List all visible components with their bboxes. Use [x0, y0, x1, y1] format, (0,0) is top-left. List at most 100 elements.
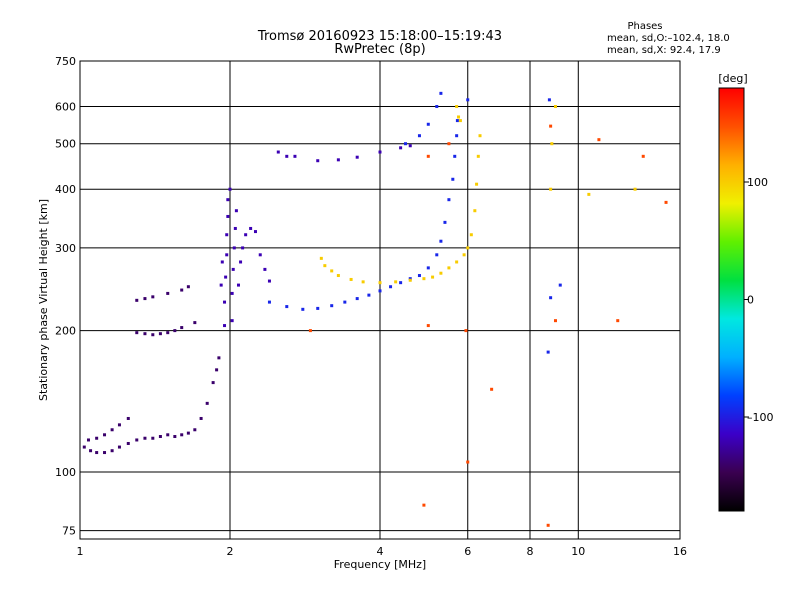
- data-point: [180, 326, 184, 330]
- x-tick-label: 4: [377, 545, 384, 558]
- data-point: [349, 277, 353, 281]
- colorbar-ticks: 100 0 –100: [744, 176, 774, 424]
- colorbar: [deg] 100 0 –100: [718, 72, 774, 512]
- data-point: [426, 154, 430, 158]
- data-point: [143, 297, 147, 301]
- data-point: [378, 289, 382, 293]
- data-point: [389, 285, 393, 289]
- data-point: [193, 321, 197, 325]
- data-point: [117, 445, 121, 449]
- data-point: [426, 266, 430, 270]
- y-axis-label: Stationary phase Virtual Height [km]: [37, 199, 50, 401]
- data-point: [478, 134, 482, 138]
- data-point: [135, 331, 139, 335]
- data-point: [293, 154, 297, 158]
- data-point: [550, 142, 554, 146]
- data-point: [457, 115, 461, 119]
- data-point: [451, 177, 455, 181]
- data-point: [439, 271, 443, 275]
- data-point: [249, 226, 253, 230]
- data-point: [258, 253, 262, 257]
- data-point: [330, 269, 334, 273]
- data-point: [664, 200, 668, 204]
- colorbar-tick-label: –100: [747, 411, 774, 424]
- data-point: [443, 220, 447, 224]
- data-point: [422, 277, 426, 281]
- data-point: [549, 124, 553, 128]
- data-point: [186, 285, 190, 289]
- data-point: [103, 433, 107, 437]
- chart-subtitle: RwPretec (8p): [334, 42, 425, 57]
- data-point: [330, 304, 334, 308]
- data-point: [226, 198, 230, 202]
- data-point: [447, 198, 451, 202]
- x-tick-label: 8: [527, 545, 534, 558]
- data-point: [253, 230, 257, 234]
- data-point: [466, 246, 470, 250]
- data-point: [323, 264, 327, 268]
- y-tick-label: 500: [55, 138, 76, 151]
- data-point: [558, 283, 562, 287]
- data-point: [633, 187, 637, 191]
- data-point: [231, 267, 235, 271]
- x-tick-label: 16: [673, 545, 687, 558]
- data-point: [336, 158, 340, 162]
- data-point: [308, 329, 312, 333]
- data-point: [226, 214, 230, 218]
- data-point: [553, 319, 557, 323]
- data-point: [143, 436, 147, 440]
- data-point: [355, 155, 359, 159]
- data-point: [378, 281, 382, 285]
- data-point: [233, 226, 237, 230]
- data-point: [431, 275, 435, 279]
- data-point: [547, 98, 551, 102]
- data-point: [473, 209, 477, 213]
- colorbar-tick-label: 0: [747, 294, 754, 307]
- data-point: [166, 291, 170, 295]
- data-point: [158, 332, 162, 336]
- data-point: [236, 283, 240, 287]
- data-point: [455, 260, 459, 264]
- data-point: [223, 324, 227, 328]
- data-point: [225, 233, 229, 237]
- data-point: [453, 154, 457, 158]
- x-tick-labels: 1 2 4 6 8 10 16: [77, 545, 688, 558]
- data-point: [435, 253, 439, 257]
- data-point: [355, 297, 359, 301]
- data-point: [135, 298, 139, 302]
- data-point: [173, 435, 177, 439]
- data-point: [234, 209, 238, 213]
- data-point: [455, 134, 459, 138]
- colorbar-gradient: [719, 88, 744, 511]
- data-points: [82, 91, 668, 527]
- data-point: [267, 279, 271, 283]
- data-point: [399, 146, 403, 150]
- data-point: [241, 246, 245, 250]
- data-point: [336, 274, 340, 278]
- chart-title: Tromsø 20160923 15:18:00–15:19:43: [257, 29, 502, 44]
- data-point: [455, 105, 459, 109]
- data-point: [597, 138, 601, 142]
- data-point: [426, 122, 430, 126]
- colorbar-label: [deg]: [718, 72, 747, 85]
- data-point: [95, 451, 99, 455]
- data-point: [151, 436, 155, 440]
- x-tick-label: 10: [571, 545, 585, 558]
- data-point: [408, 144, 412, 148]
- x-tick-label: 2: [227, 545, 234, 558]
- y-tick-label: 100: [55, 466, 76, 479]
- data-point: [549, 187, 553, 191]
- data-point: [211, 381, 215, 385]
- data-point: [466, 98, 470, 102]
- data-point: [549, 296, 553, 300]
- data-point: [95, 436, 99, 440]
- data-point: [103, 451, 107, 455]
- data-point: [86, 438, 90, 442]
- data-point: [223, 300, 227, 304]
- data-point: [117, 423, 121, 427]
- data-point: [228, 187, 232, 191]
- data-point: [89, 449, 93, 453]
- data-point: [316, 159, 320, 163]
- data-point: [199, 416, 203, 420]
- data-point: [151, 295, 155, 299]
